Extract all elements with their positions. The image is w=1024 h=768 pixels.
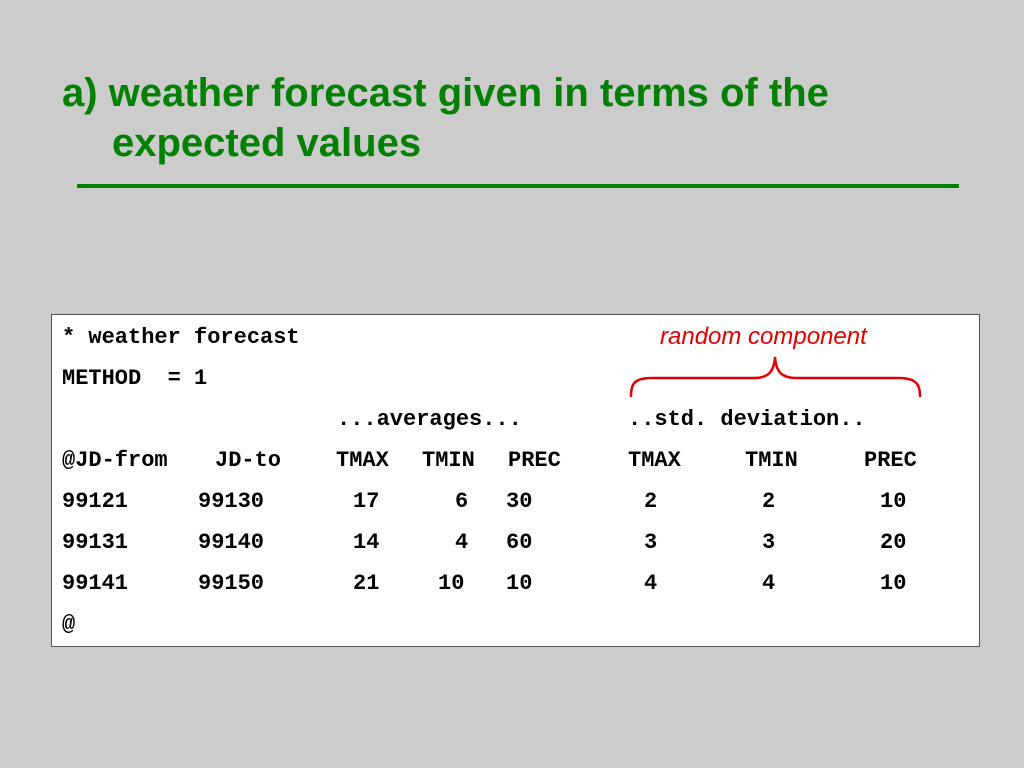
table-row-1-prec: 30 [506,489,533,514]
code-line-end: @ [62,612,76,637]
header-jd-from: @JD-from [62,448,168,473]
title-line-2: expected values [112,121,422,165]
header-prec-std: PREC [864,448,917,473]
table-row-1-tmin: 6 [455,489,469,514]
header-tmin-avg: TMIN [422,448,475,473]
table-row-3-tmax: 21 [353,571,380,596]
header-jd-to: JD-to [215,448,282,473]
header-tmax-std: TMAX [628,448,681,473]
table-row-1-tmin-std: 2 [762,489,776,514]
random-component-label: random component [660,323,867,350]
table-row-2-tmin: 4 [455,530,469,555]
table-row-2-prec-std: 20 [880,530,907,555]
code-line-comment: * weather forecast [62,325,300,350]
table-row-2-jd-from: 99131 [62,530,129,555]
table-row-2-tmin-std: 3 [762,530,776,555]
table-row-1-tmax: 17 [353,489,380,514]
table-row-1-tmax-std: 2 [644,489,658,514]
slide-title: a) weather forecast given in terms of th… [62,68,962,168]
table-row-3-jd-to: 99150 [198,571,265,596]
curly-brace-icon [629,356,922,398]
table-row-1-prec-std: 10 [880,489,907,514]
table-row-3-tmin-std: 4 [762,571,776,596]
title-underline [77,184,959,188]
header-tmin-std: TMIN [745,448,798,473]
table-row-2-tmax-std: 3 [644,530,658,555]
averages-label: ...averages... [337,407,522,432]
code-line-method: METHOD = 1 [62,366,208,391]
table-row-2-tmax: 14 [353,530,380,555]
header-prec-avg: PREC [508,448,561,473]
std-deviation-label: ..std. deviation.. [628,407,866,432]
table-row-3-prec-std: 10 [880,571,907,596]
table-row-1-jd-from: 99121 [62,489,129,514]
code-box [51,314,980,647]
table-row-2-prec: 60 [506,530,533,555]
table-row-2-jd-to: 99140 [198,530,265,555]
table-row-3-prec: 10 [506,571,533,596]
table-row-1-jd-to: 99130 [198,489,265,514]
table-row-3-tmax-std: 4 [644,571,658,596]
title-line-1: a) weather forecast given in terms of th… [62,71,829,115]
table-row-3-jd-from: 99141 [62,571,129,596]
header-tmax-avg: TMAX [336,448,389,473]
table-row-3-tmin: 10 [438,571,465,596]
